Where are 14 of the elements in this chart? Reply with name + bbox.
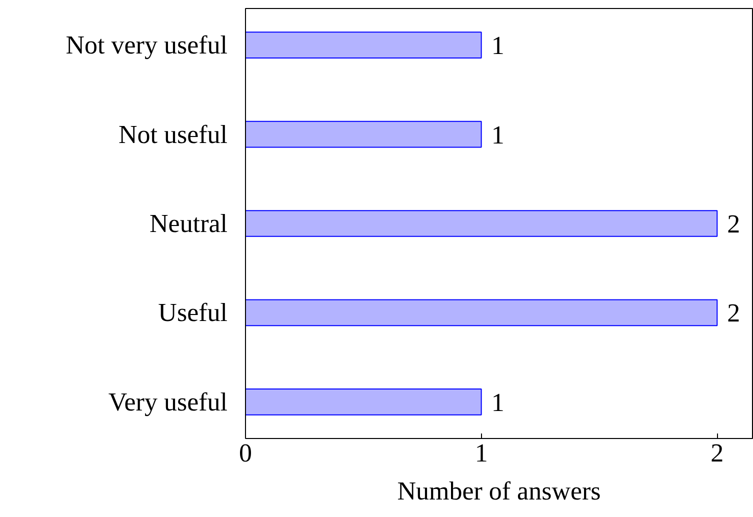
y-tick-label: Not useful [118, 120, 228, 149]
x-tick-label: 1 [474, 438, 488, 468]
data-label: 2 [727, 210, 740, 238]
x-axis-title: Number of answers [397, 476, 601, 506]
y-tick-label: Neutral [150, 209, 228, 238]
data-label: 1 [491, 31, 504, 60]
x-tick-label: 2 [710, 438, 724, 468]
y-tick-label: Useful [158, 298, 228, 328]
data-label: 2 [727, 298, 740, 328]
x-tick-label: 0 [239, 438, 252, 468]
data-label: 1 [491, 120, 504, 150]
y-tick-label: Not very useful [66, 30, 228, 60]
data-label: 1 [491, 388, 504, 417]
y-tick-label: Very useful [108, 387, 228, 416]
